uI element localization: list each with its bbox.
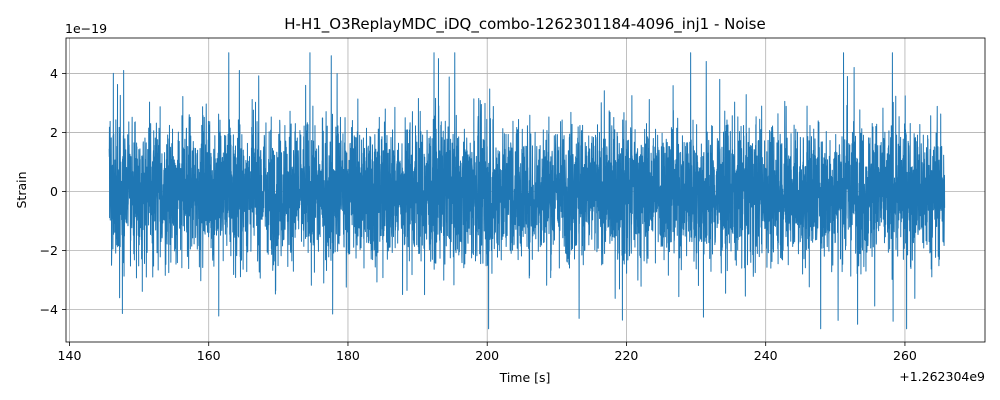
y-tick-label: −2 [40,243,58,258]
x-tick-label: 140 [58,348,82,363]
y-tick-label: 2 [50,125,58,140]
y-axis-scale-label: 1e−19 [65,21,107,36]
chart-title: H-H1_O3ReplayMDC_iDQ_combo-1262301184-40… [284,15,765,34]
x-tick-label: 160 [197,348,221,363]
y-tick-label: −4 [40,302,58,317]
noise-series-line [108,52,946,330]
y-axis-label: Strain [14,171,29,208]
y-tick-label: 4 [50,66,58,81]
x-tick-label: 200 [475,348,499,363]
plot-area: 140 160 180 200 220 240 260 −4 −2 0 2 4 [40,37,986,363]
x-tick-label: 260 [893,348,917,363]
x-tick-label: 240 [754,348,778,363]
axes-frame [65,37,986,343]
y-tick-label: 0 [50,184,58,199]
x-axis-label: Time [s] [499,370,551,385]
x-axis-offset-label: +1.262304e9 [899,369,985,384]
x-tick-label: 180 [336,348,360,363]
x-tick-label: 220 [615,348,639,363]
